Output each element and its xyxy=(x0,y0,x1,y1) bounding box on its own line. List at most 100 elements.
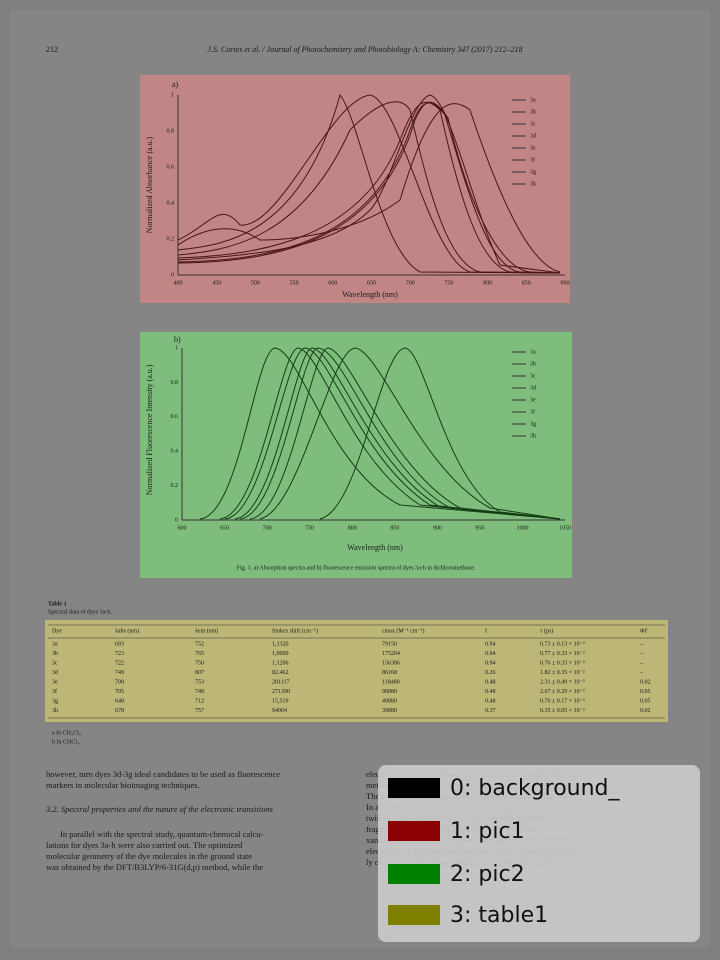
curve xyxy=(177,101,561,274)
table-cell: 723 xyxy=(115,651,124,657)
curve xyxy=(177,103,561,273)
y-tick-label: 0.2 xyxy=(167,236,175,242)
x-tick-label: 600 xyxy=(178,525,187,531)
table-cell: 648 xyxy=(115,698,124,704)
table-cell: 0.70 ± 0.17 × 10⁻² xyxy=(540,698,585,704)
table-cell: 118480 xyxy=(382,679,400,685)
panel-label: b) xyxy=(174,335,181,344)
legend-label: 3a xyxy=(530,349,536,355)
spectra xyxy=(177,93,561,274)
table-cell: 0.73 ± 0.13 × 10⁻² xyxy=(540,641,585,647)
table-cell: 82.462 xyxy=(272,670,289,676)
x-tick-label: 500 xyxy=(251,280,260,286)
table-cell: 3d xyxy=(52,670,58,676)
legend-label: 3d xyxy=(530,385,536,391)
legend-label: 3g xyxy=(530,421,536,427)
x-tick-label: 900 xyxy=(433,525,442,531)
table-label: Table 1 xyxy=(48,601,67,607)
table-cell: 271390 xyxy=(272,689,290,695)
legend-label: 3b xyxy=(530,361,536,367)
table-cell: 0.48 xyxy=(485,679,496,685)
curve xyxy=(234,347,561,520)
x-tick-label: 650 xyxy=(367,280,376,286)
table-cell: 39880 xyxy=(382,708,397,714)
table-cell: 0.94 xyxy=(485,641,496,647)
table-cell: 750 xyxy=(195,660,204,666)
table-header: εmax (M⁻¹ cm⁻¹) xyxy=(382,627,424,634)
curve xyxy=(177,94,561,274)
legend-swatch xyxy=(388,821,440,841)
x-tick-label: 950 xyxy=(475,525,484,531)
y-tick-label: 0.6 xyxy=(171,414,179,420)
table-cell: 3f xyxy=(52,688,57,695)
table-cell: 678 xyxy=(115,708,124,714)
table-cell: 0.77 ± 0.33 × 10⁻² xyxy=(540,651,585,657)
table-cell: 3g xyxy=(52,698,58,704)
table-cell: 0.35 ± 0.05 × 10⁻² xyxy=(540,708,585,714)
table-cell: 1,1320 xyxy=(272,641,289,647)
x-tick-label: 750 xyxy=(305,525,314,531)
table-cell: 79150 xyxy=(382,641,397,647)
table-cell: 0.02 xyxy=(640,708,651,714)
x-tick-label: 750 xyxy=(444,280,453,286)
curve xyxy=(319,347,561,520)
table-header: Stokes shift (cm⁻¹) xyxy=(272,627,318,634)
legend-label: 3: table1 xyxy=(450,903,548,928)
table-cell: 693 xyxy=(115,641,124,647)
y-tick-label: 0.6 xyxy=(167,164,175,170)
table-header: ΦF xyxy=(640,628,648,634)
table-cell: 3e xyxy=(52,679,58,685)
table-cell: 98080 xyxy=(382,689,397,695)
x-tick-label: 650 xyxy=(220,525,229,531)
table-cell: 94004 xyxy=(272,708,287,714)
table-cell: 2.31 ± 0.49 × 10⁻² xyxy=(540,679,585,685)
table-cell: 0.48 xyxy=(485,689,496,695)
curve xyxy=(199,347,561,520)
table-cell: – xyxy=(639,651,644,657)
table-cell: 705 xyxy=(115,689,124,695)
figure-b: b) Normalized Fluorescence Intensity (a.… xyxy=(145,335,571,572)
legend-swatch xyxy=(388,778,440,798)
table-cell: 281117 xyxy=(272,679,290,685)
table-title: Spectral data of dyes 3a-h. xyxy=(48,608,112,615)
table-cell: 175204 xyxy=(382,651,400,657)
curve xyxy=(177,94,561,274)
table-cell: 708 xyxy=(115,679,124,685)
y-tick-label: 1 xyxy=(171,92,174,98)
table-cell: 1.82 ± 0.35 × 10⁻² xyxy=(540,670,585,676)
y-tick-label: 0 xyxy=(175,517,178,523)
table-cell: 15,519 xyxy=(272,698,289,704)
spectra xyxy=(199,347,561,520)
legend-label: 3e xyxy=(530,145,536,151)
page-number: 212 xyxy=(46,45,58,54)
y-tick-label: 0.4 xyxy=(171,449,179,455)
legend-label: 2: pic2 xyxy=(450,862,525,887)
table-cell: – xyxy=(639,670,644,676)
table-cell: 748 xyxy=(195,689,204,695)
body-left: however, turn dyes 3d-3g ideal candidate… xyxy=(45,769,280,872)
table-header: τ (ps) xyxy=(540,627,553,634)
table-cell: 0.05 xyxy=(640,689,651,695)
running-header: J.S. Cortes et al. / Journal of Photoche… xyxy=(207,45,522,54)
table-cell: 1,0000 xyxy=(272,651,289,657)
x-tick-label: 700 xyxy=(263,525,272,531)
overlay-legend xyxy=(378,765,700,942)
x-tick-label: 1000 xyxy=(516,525,528,531)
table-cell: 0.48 xyxy=(485,698,496,704)
table-cell: 0.94 xyxy=(485,651,496,657)
body-line: lations for dyes 3a-h were also carried … xyxy=(46,840,243,850)
table-cell: 2.67 ± 0.29 × 10⁻² xyxy=(540,689,585,695)
pic1-region xyxy=(140,75,570,303)
curve xyxy=(177,93,561,274)
legend-label: 3g xyxy=(530,169,536,175)
table1-region xyxy=(45,620,668,722)
table-cell: 0.02 xyxy=(640,679,651,685)
body-line: markers in molecular bioimaging techniqu… xyxy=(46,780,200,790)
legend-label: 0: background_ xyxy=(450,776,621,801)
table-cell: 753 xyxy=(195,679,204,685)
table-cell: 807 xyxy=(195,670,204,676)
curve xyxy=(177,101,561,274)
x-tick-label: 450 xyxy=(212,280,221,286)
legend-label: 3f xyxy=(530,408,535,415)
curve xyxy=(259,347,561,520)
